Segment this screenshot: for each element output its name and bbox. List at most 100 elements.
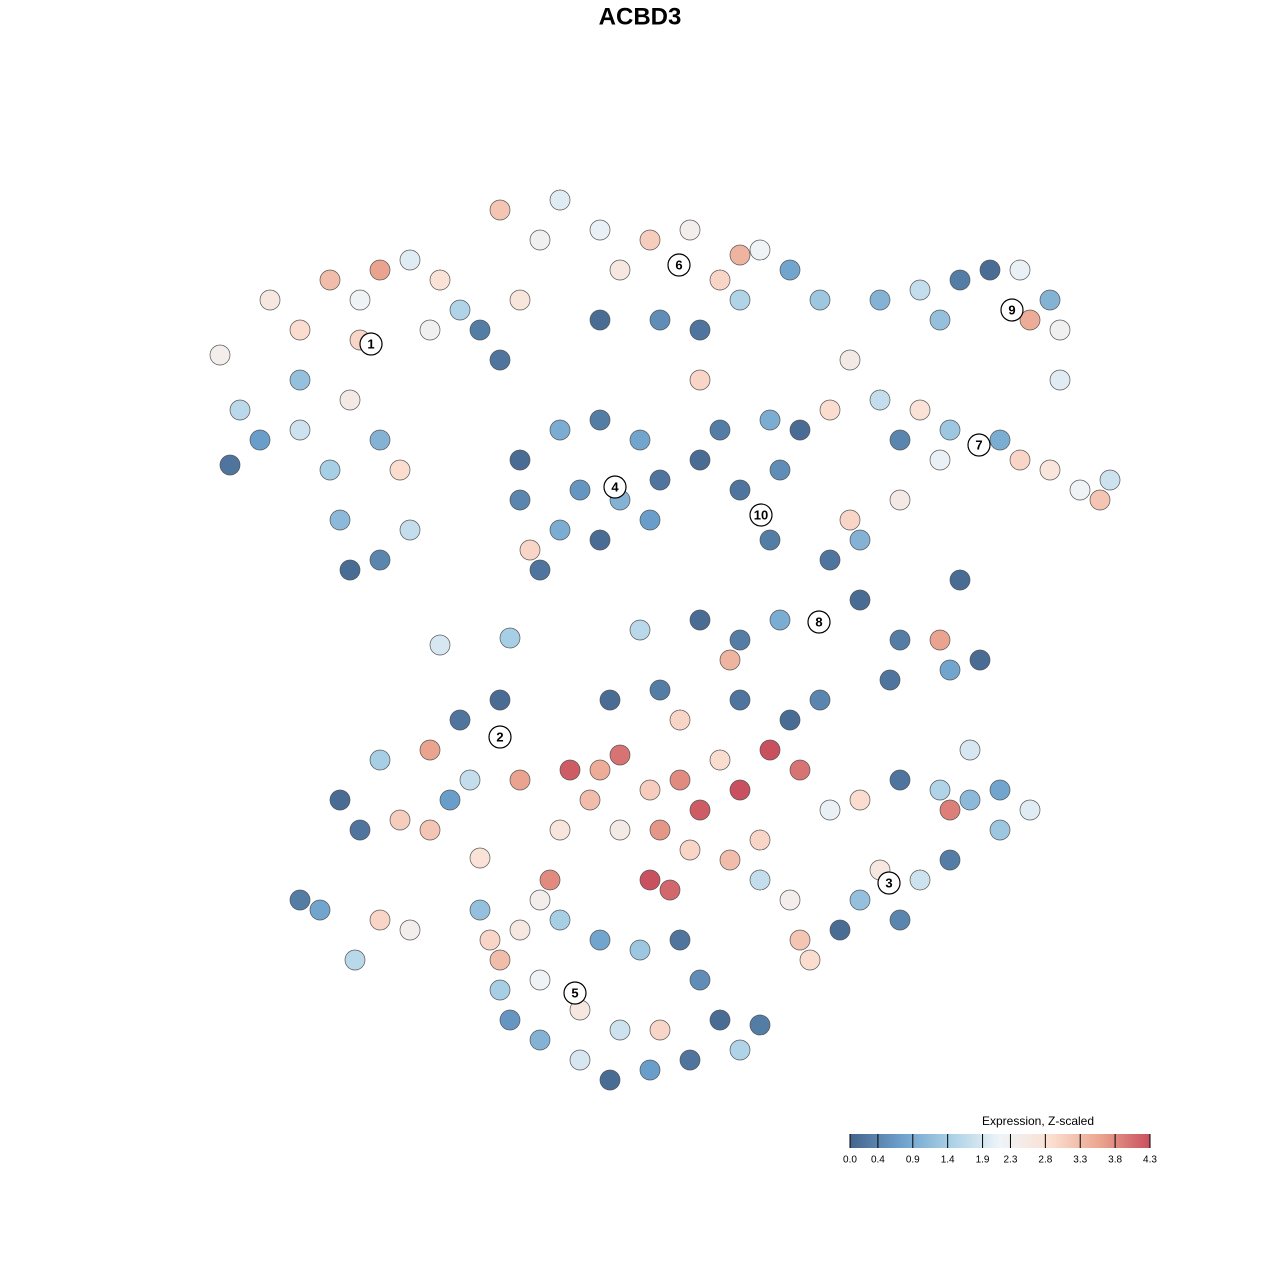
- point: [609, 744, 631, 766]
- point: [929, 779, 951, 801]
- point: [729, 779, 751, 801]
- cluster-labels: 1 2 3 4 5 6 7 8 9 10: [359, 253, 1024, 1005]
- point: [329, 509, 351, 531]
- point: [489, 199, 511, 221]
- point: [549, 189, 571, 211]
- point: [1049, 319, 1071, 341]
- point: [959, 739, 981, 761]
- point: [389, 809, 411, 831]
- point: [909, 279, 931, 301]
- point: [719, 649, 741, 671]
- points: [209, 189, 1121, 1091]
- point: [1099, 469, 1121, 491]
- point: [649, 1019, 671, 1041]
- point: [499, 1009, 521, 1031]
- point: [259, 289, 281, 311]
- point: [1019, 799, 1041, 821]
- point: [589, 219, 611, 241]
- point: [779, 259, 801, 281]
- point: [939, 659, 961, 681]
- chart-title: ACBD3: [599, 3, 682, 30]
- colorbar-tick-label: 0.4: [871, 1155, 885, 1166]
- point: [889, 629, 911, 651]
- point: [769, 459, 791, 481]
- point: [344, 949, 366, 971]
- point: [1049, 369, 1071, 391]
- point: [589, 529, 611, 551]
- point: [319, 459, 341, 481]
- point: [369, 909, 391, 931]
- point: [219, 454, 241, 476]
- point: [869, 389, 891, 411]
- point: [749, 239, 771, 261]
- point: [429, 634, 451, 656]
- point: [329, 789, 351, 811]
- point: [229, 399, 251, 421]
- point: [509, 289, 531, 311]
- point: [339, 559, 361, 581]
- colorbar-title: Expression, Z-scaled: [982, 1114, 1094, 1128]
- point: [349, 819, 371, 841]
- point: [599, 1069, 621, 1091]
- cluster-label: 5: [571, 985, 578, 1000]
- point: [689, 969, 711, 991]
- point: [849, 889, 871, 911]
- colorbar-tick-label: 0.9: [906, 1155, 920, 1166]
- cluster-badge: [603, 475, 627, 499]
- point: [689, 369, 711, 391]
- colorbar: [850, 1134, 1150, 1148]
- point: [509, 919, 531, 941]
- point: [1039, 289, 1061, 311]
- point: [529, 229, 551, 251]
- point: [1009, 259, 1031, 281]
- point: [979, 259, 1001, 281]
- point: [649, 309, 671, 331]
- point: [759, 739, 781, 761]
- point: [1089, 489, 1111, 511]
- point: [319, 269, 341, 291]
- point: [649, 819, 671, 841]
- point: [569, 1049, 591, 1071]
- point: [649, 679, 671, 701]
- point: [589, 929, 611, 951]
- point: [509, 769, 531, 791]
- cluster-badge: [749, 503, 773, 527]
- point: [469, 899, 491, 921]
- point: [889, 489, 911, 511]
- cluster-badge: [488, 725, 512, 749]
- point: [729, 289, 751, 311]
- point: [989, 429, 1011, 451]
- point: [389, 459, 411, 481]
- point: [779, 889, 801, 911]
- point: [729, 689, 751, 711]
- point: [869, 289, 891, 311]
- point: [689, 799, 711, 821]
- cluster-badge: [667, 253, 691, 277]
- point: [469, 319, 491, 341]
- point: [819, 399, 841, 421]
- point: [569, 479, 591, 501]
- point: [349, 289, 371, 311]
- point: [549, 819, 571, 841]
- point: [929, 309, 951, 331]
- point: [639, 1059, 661, 1081]
- point: [669, 769, 691, 791]
- point: [589, 409, 611, 431]
- point: [729, 479, 751, 501]
- point: [289, 369, 311, 391]
- point: [839, 509, 861, 531]
- point: [369, 749, 391, 771]
- point: [909, 399, 931, 421]
- point: [809, 689, 831, 711]
- point: [749, 1014, 771, 1036]
- point: [709, 419, 731, 441]
- point: [689, 319, 711, 341]
- point: [709, 269, 731, 291]
- point: [929, 629, 951, 651]
- point: [889, 769, 911, 791]
- point: [639, 869, 661, 891]
- colorbar-ticks: 0.0 0.4 0.9 1.4 1.9 2.3 2.8 3.3 3.8 4.3: [843, 1134, 1157, 1166]
- point: [289, 419, 311, 441]
- point: [789, 419, 811, 441]
- cluster-label: 2: [496, 729, 503, 744]
